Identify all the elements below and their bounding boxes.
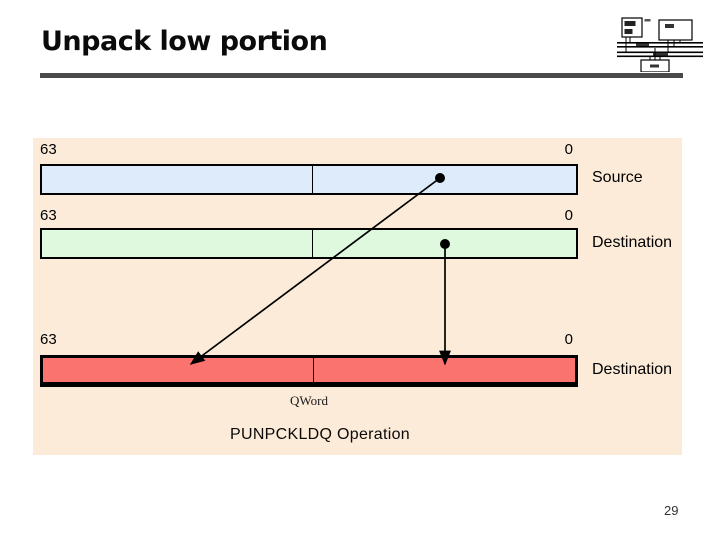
source-bit-0-label: 0: [564, 141, 573, 158]
destination-high-dword: [42, 230, 313, 257]
title-underline: [40, 73, 683, 78]
source-register-label: Source: [592, 169, 643, 186]
result-bit-63-label: 63: [40, 331, 57, 348]
operation-caption: PUNPCKLDQ Operation: [230, 426, 410, 443]
source-register: [40, 164, 578, 195]
source-high-dword: [42, 166, 313, 193]
destination-bit-labels: 63 0: [40, 208, 578, 224]
destination-register-label: Destination: [592, 234, 673, 251]
source-bit-63-label: 63: [40, 141, 57, 158]
qword-label: QWord: [290, 393, 328, 408]
source-bit-labels: 63 0: [40, 142, 578, 158]
page-number: 29: [664, 503, 679, 518]
result-register-label: Destination: [592, 361, 673, 378]
result-register: [40, 355, 578, 387]
source-low-dword: [313, 166, 576, 193]
result-high-dword: [43, 358, 314, 382]
destination-register: [40, 228, 578, 259]
destination-bit-0-label: 0: [564, 207, 573, 224]
destination-low-dword: [313, 230, 576, 257]
result-low-dword: [314, 358, 575, 382]
slide-title: Unpack low portion: [41, 26, 328, 57]
system-architecture-logo-icon: [617, 17, 703, 72]
result-bit-0-label: 0: [564, 331, 573, 348]
result-bit-labels: 63 0: [40, 332, 578, 348]
destination-bit-63-label: 63: [40, 207, 57, 224]
diagram-panel: 63 0 Source 63 0 Destination 63 0 Destin…: [33, 138, 682, 455]
